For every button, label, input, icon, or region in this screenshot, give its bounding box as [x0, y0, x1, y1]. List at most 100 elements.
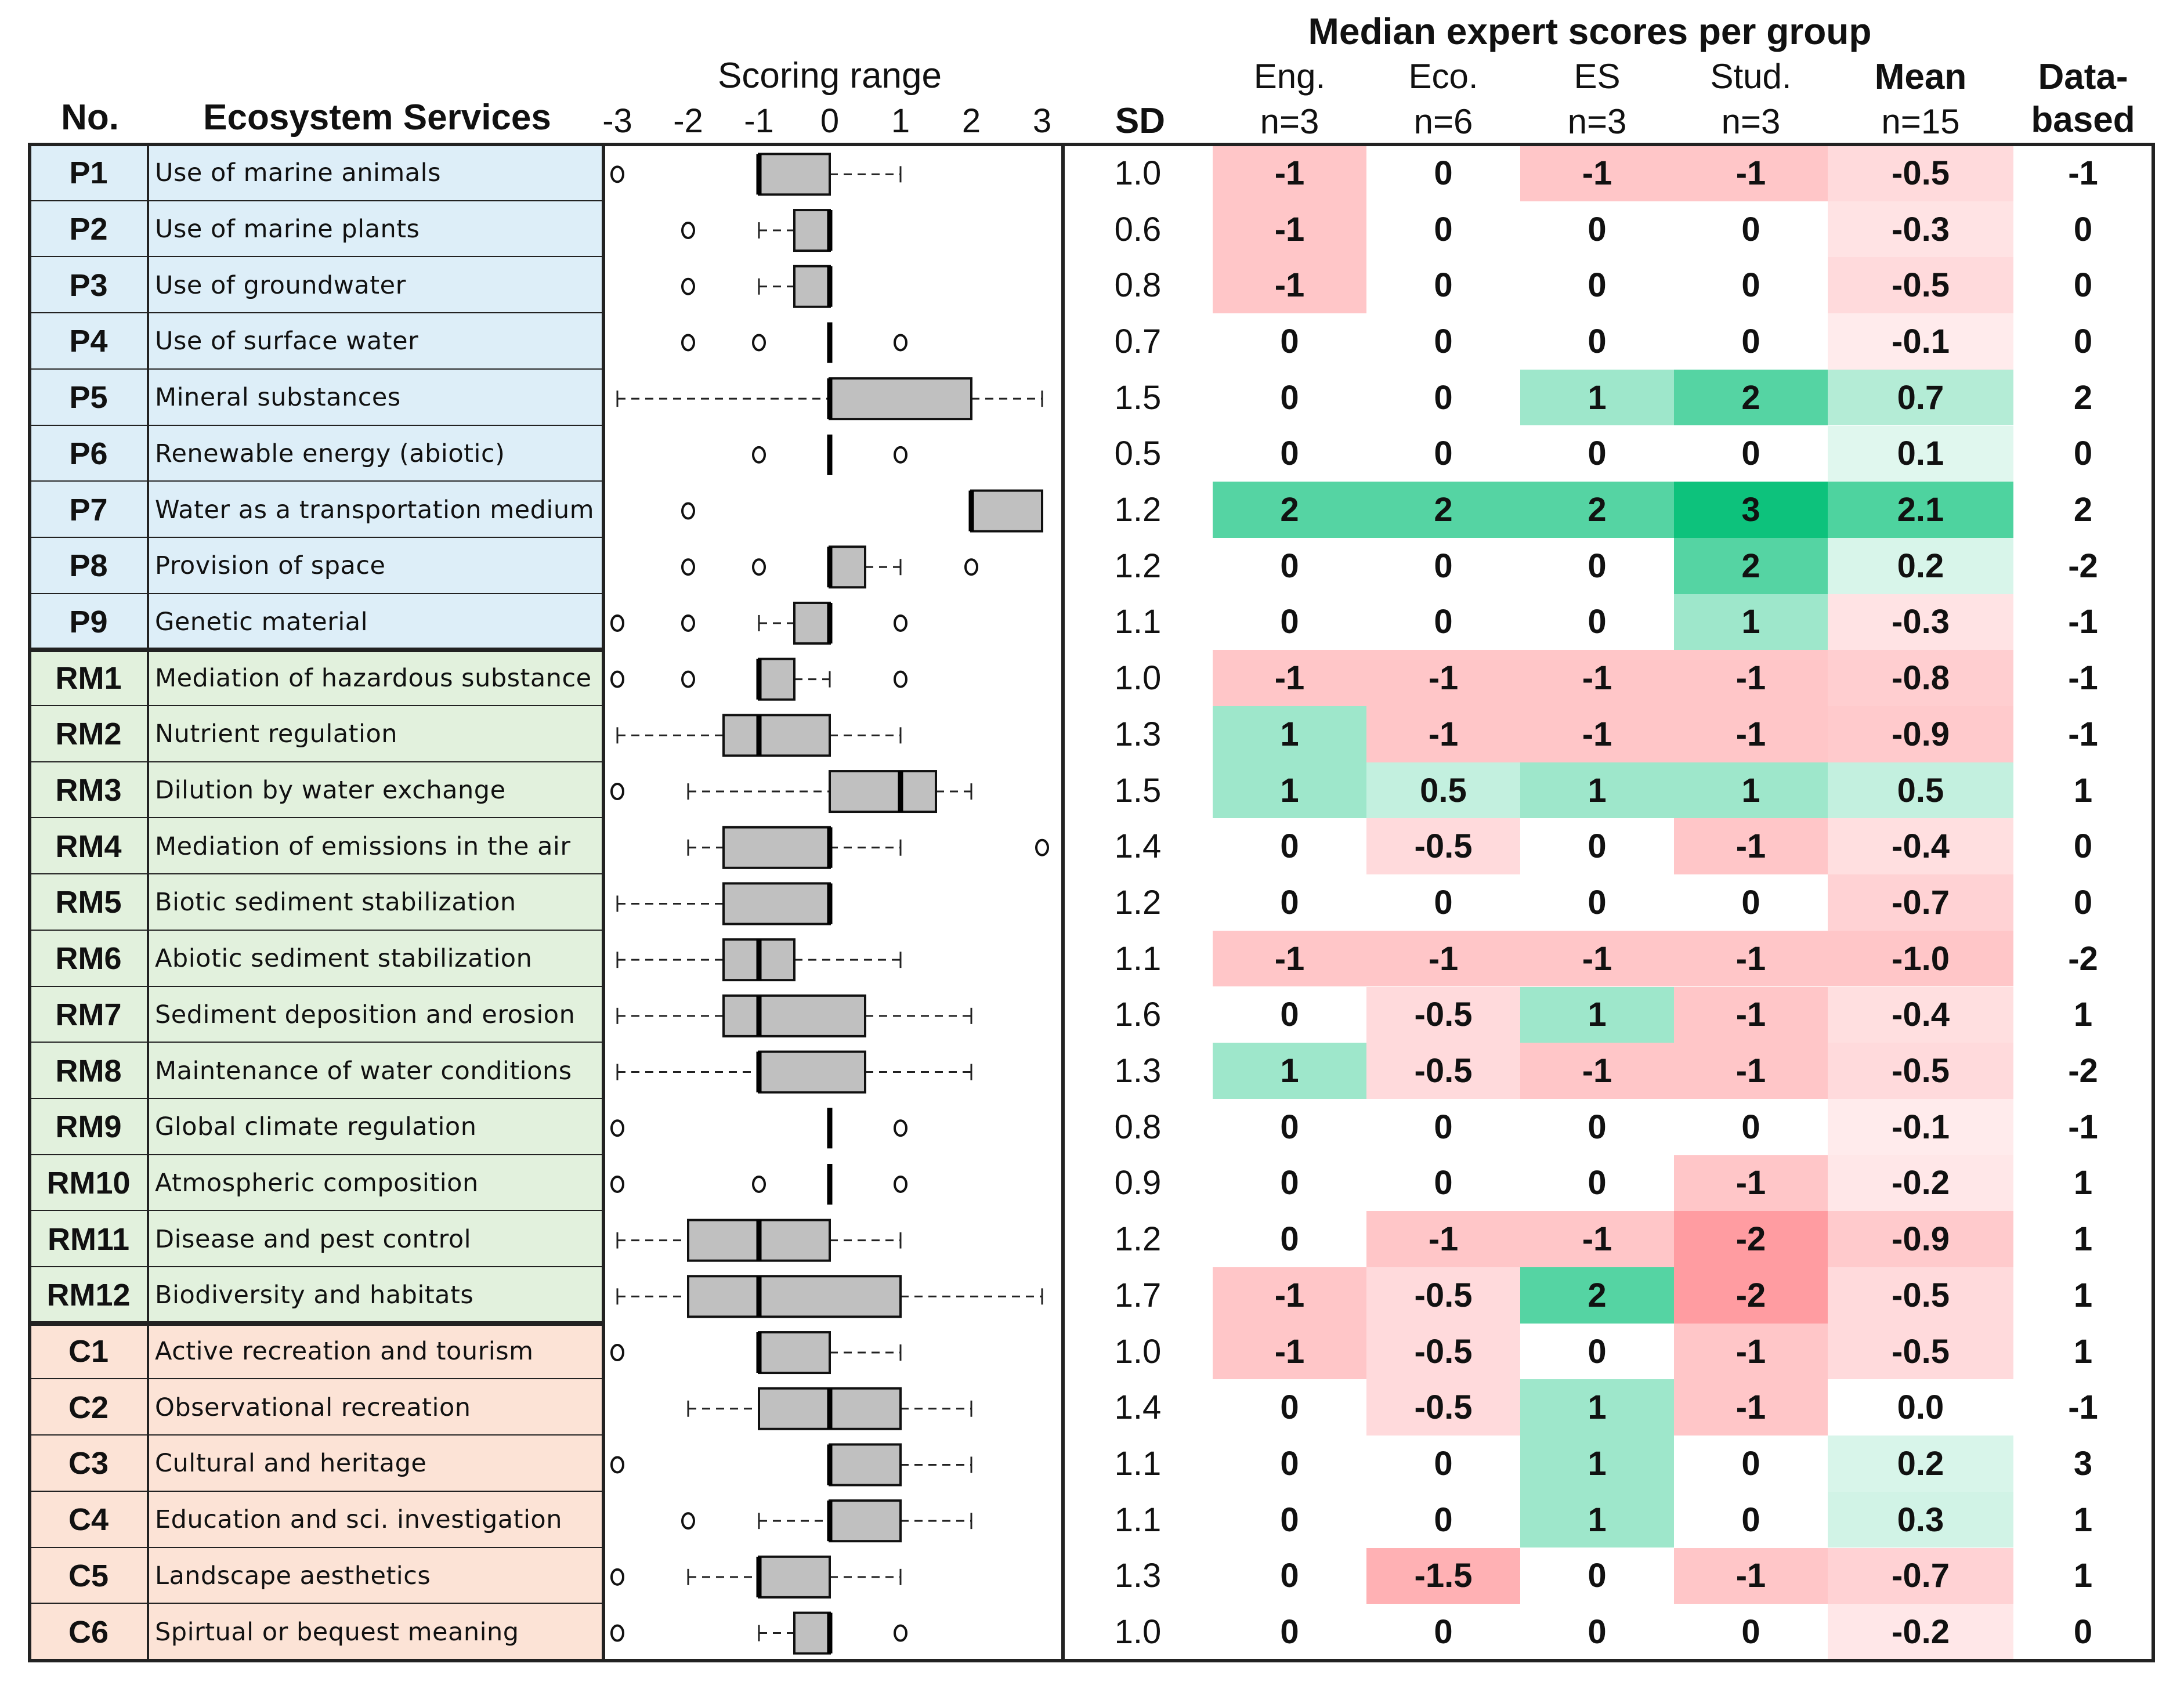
- row-background: [29, 1323, 603, 1380]
- score-eng: 0: [1280, 1108, 1299, 1146]
- service-id: P4: [69, 324, 108, 359]
- score-mean: -0.8: [1828, 650, 2013, 706]
- row-background: [29, 706, 603, 762]
- score-mean: 0.7: [1828, 369, 2013, 426]
- table-right-border: [2152, 143, 2155, 1662]
- score-es: 0: [1588, 1108, 1607, 1146]
- score-eco: 0: [1434, 322, 1453, 360]
- id-name-divider: [147, 145, 149, 1660]
- iqr-box: [687, 1275, 902, 1318]
- outlier-point: [610, 1456, 624, 1474]
- row-background: [29, 1043, 603, 1099]
- row-background: [29, 1491, 603, 1548]
- score-mean: 0.3: [1828, 1491, 2013, 1548]
- sd-value: 1.2: [1114, 1220, 1162, 1259]
- col-sd-header: SD: [1115, 101, 1166, 141]
- score-eco: -0.5: [1366, 818, 1520, 875]
- score-eco: 2: [1366, 482, 1520, 538]
- tick-label: -1: [744, 102, 774, 140]
- data-based-header-1: Data-: [2038, 57, 2128, 97]
- row-background: [29, 594, 603, 650]
- iqr-box: [793, 209, 831, 252]
- score-mean: -0.5: [1828, 1267, 2013, 1324]
- score-mean: -0.3: [1828, 201, 2013, 258]
- score-mean: -0.4: [1828, 818, 2013, 875]
- tick-label: 1: [891, 102, 910, 140]
- score-stud: 0: [1741, 210, 1760, 248]
- service-id: C3: [68, 1446, 109, 1481]
- service-id: RM3: [55, 773, 122, 808]
- group-mean-n: n=15: [1881, 102, 1960, 141]
- score-mean: -0.1: [1828, 313, 2013, 370]
- score-eng: 1: [1213, 762, 1366, 819]
- plot-sd-divider: [1061, 143, 1065, 1662]
- row-background: [29, 425, 603, 482]
- outlier-point: [1035, 838, 1049, 856]
- score-stud: -1: [1674, 1379, 1828, 1436]
- score-eco: 0: [1434, 603, 1453, 641]
- score-stud: -1: [1674, 145, 1828, 201]
- score-mean: 0.0: [1897, 1389, 1944, 1427]
- score-eng: 0: [1280, 1220, 1299, 1259]
- score-stud: -1: [1674, 1547, 1828, 1604]
- score-eco: 0: [1434, 210, 1453, 248]
- score-data-based: 0: [2073, 266, 2093, 305]
- group-title: Median expert scores per group: [1308, 10, 1872, 52]
- score-eco: 0: [1434, 1613, 1453, 1651]
- outlier-point: [752, 558, 766, 576]
- iqr-box: [758, 1555, 831, 1599]
- service-name: Biodiversity and habitats: [155, 1281, 474, 1310]
- row-background: [29, 201, 603, 258]
- score-es: 0: [1588, 827, 1607, 866]
- score-es: 0: [1588, 322, 1607, 360]
- outlier-point: [610, 670, 624, 688]
- score-eng: -1: [1213, 930, 1366, 987]
- score-eco: -0.5: [1366, 1267, 1520, 1324]
- score-eco: 0: [1434, 154, 1453, 192]
- score-data-based: 1: [2073, 1332, 2093, 1371]
- score-es: 0: [1588, 547, 1607, 585]
- service-id: P5: [69, 380, 108, 415]
- data-based-header-2: based: [2031, 100, 2135, 140]
- row-background: [29, 1098, 603, 1155]
- score-stud: -1: [1674, 650, 1828, 706]
- score-es: -1: [1520, 145, 1674, 201]
- sd-value: 1.7: [1114, 1276, 1162, 1314]
- score-data-based: -1: [2068, 1108, 2098, 1146]
- score-data-based: 1: [2073, 996, 2093, 1034]
- score-mean: -0.3: [1828, 594, 2013, 650]
- row-background: [29, 818, 603, 875]
- service-name: Genetic material: [155, 607, 368, 637]
- score-mean: -0.9: [1828, 1211, 2013, 1267]
- score-stud: -2: [1674, 1211, 1828, 1267]
- sd-value: 1.1: [1114, 1444, 1162, 1483]
- score-stud: 0: [1741, 1108, 1760, 1146]
- score-eng: 2: [1213, 482, 1366, 538]
- score-mean: -0.7: [1828, 1547, 2013, 1604]
- iqr-box: [829, 545, 866, 589]
- score-es: 2: [1520, 482, 1674, 538]
- group-eng-name: Eng.: [1253, 57, 1326, 96]
- service-id: RM10: [46, 1165, 131, 1201]
- row-background: [29, 145, 603, 201]
- score-es: 0: [1588, 266, 1607, 305]
- score-stud: 0: [1741, 1444, 1760, 1483]
- outlier-point: [681, 502, 695, 520]
- score-eco: -0.5: [1366, 1323, 1520, 1380]
- score-es: 0: [1588, 1164, 1607, 1202]
- service-id: RM6: [55, 941, 122, 977]
- outlier-point: [681, 1512, 695, 1530]
- score-stud: -1: [1674, 986, 1828, 1043]
- service-name: Landscape aesthetics: [155, 1561, 431, 1590]
- score-mean: -0.5: [1828, 145, 2013, 201]
- sd-value: 1.2: [1114, 883, 1162, 921]
- score-mean: -0.5: [1828, 257, 2013, 314]
- score-eng: 0: [1280, 1164, 1299, 1202]
- score-stud: 3: [1674, 482, 1828, 538]
- score-stud: 0: [1741, 266, 1760, 305]
- outlier-point: [894, 1119, 907, 1137]
- score-eco: 0: [1434, 1164, 1453, 1202]
- tick-label: 2: [961, 102, 981, 140]
- score-eco: 0: [1434, 1108, 1453, 1146]
- outlier-point: [752, 1175, 766, 1193]
